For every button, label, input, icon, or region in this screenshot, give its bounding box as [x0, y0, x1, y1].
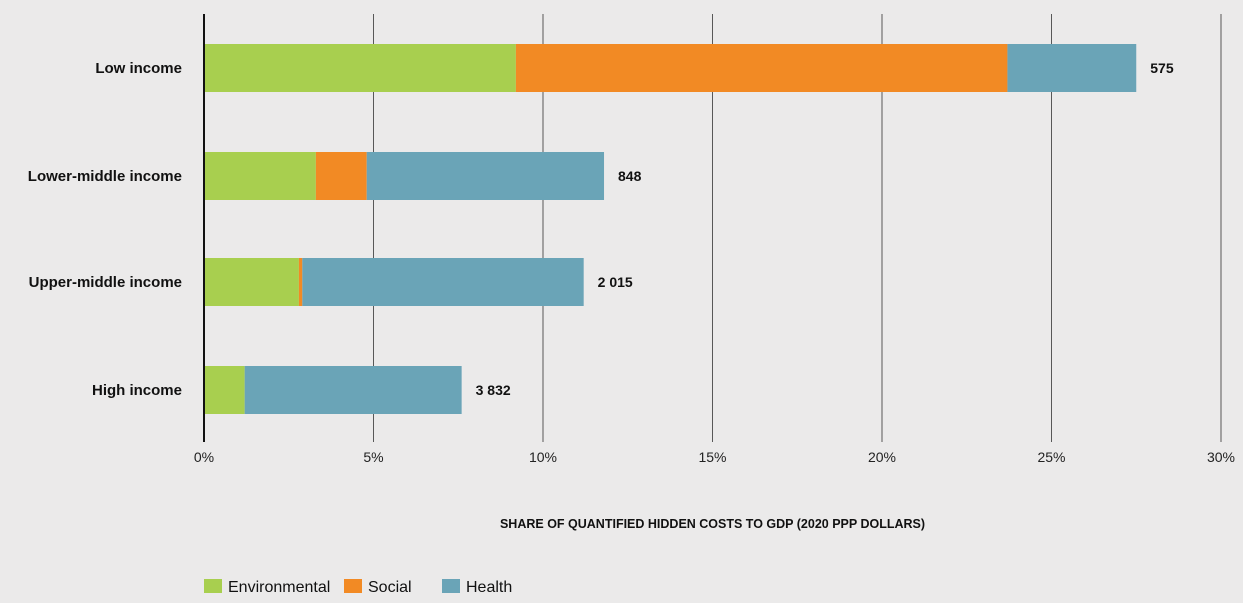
bar-health-2 [302, 258, 584, 306]
total-label-0: 575 [1150, 60, 1174, 76]
total-label-1: 848 [618, 168, 642, 184]
x-tick-label-15: 15% [698, 449, 726, 465]
x-tick-label-5: 5% [363, 449, 383, 465]
x-tick-label-20: 20% [868, 449, 896, 465]
x-tick-label-25: 25% [1037, 449, 1065, 465]
bar-environmental-1 [204, 152, 316, 200]
bar-environmental-2 [204, 258, 299, 306]
x-tick-labels: 0% 5% 10% 15% 20% 25% 30% [194, 449, 1235, 465]
bar-health-3 [244, 366, 462, 414]
bar-health-1 [366, 152, 605, 200]
bar-environmental-3 [204, 366, 245, 414]
bar-environmental-0 [204, 44, 516, 92]
bars [204, 44, 1137, 414]
legend-swatch-health [442, 579, 460, 593]
legend-label-social: Social [368, 579, 412, 596]
legend: Environmental Social Health [204, 579, 512, 596]
category-label-3: High income [92, 382, 182, 399]
category-labels: Low income Lower-middle income Upper-middl… [28, 60, 182, 399]
bar-social-0 [515, 44, 1008, 92]
legend-swatch-environmental [204, 579, 222, 593]
category-label-2: Upper-middle income [29, 274, 182, 291]
bar-social-2 [298, 258, 303, 306]
x-axis-title: SHARE OF QUANTIFIED HIDDEN COSTS TO GDP … [500, 517, 925, 531]
legend-label-environmental: Environmental [228, 579, 330, 596]
legend-label-health: Health [466, 579, 512, 596]
total-labels: 575 848 2 015 3 832 [476, 60, 1174, 398]
bar-health-0 [1007, 44, 1137, 92]
total-label-3: 3 832 [476, 382, 511, 398]
x-tick-label-30: 30% [1207, 449, 1235, 465]
total-label-2: 2 015 [598, 274, 633, 290]
category-label-0: Low income [95, 60, 182, 77]
category-label-1: Lower-middle income [28, 168, 182, 185]
x-tick-label-10: 10% [529, 449, 557, 465]
bar-social-1 [315, 152, 367, 200]
x-tick-label-0: 0% [194, 449, 214, 465]
legend-swatch-social [344, 579, 362, 593]
